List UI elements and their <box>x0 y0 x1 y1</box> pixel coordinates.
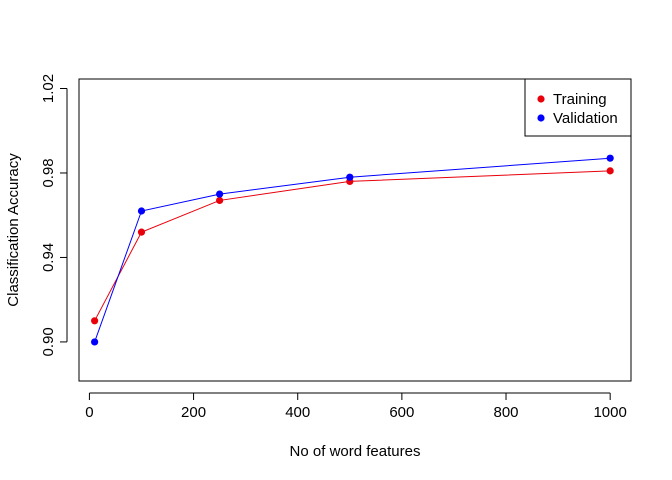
data-point-validation <box>346 173 354 181</box>
y-tick-label: 0.98 <box>40 158 57 187</box>
x-tick-label: 600 <box>389 404 414 421</box>
legend-marker-validation <box>537 114 545 122</box>
plot-frame <box>78 78 632 382</box>
legend-box <box>524 78 632 137</box>
y-tick-label: 0.90 <box>40 327 57 356</box>
series-line-training <box>94 170 611 322</box>
x-tick-label: 400 <box>285 404 310 421</box>
data-point-validation <box>91 338 99 346</box>
x-axis: 0 200 400 600 800 1000 <box>85 392 627 421</box>
data-point-training <box>606 167 614 175</box>
y-tick-label: 1.02 <box>40 74 57 103</box>
y-axis-title: Classification Accuracy <box>5 153 22 307</box>
legend-marker-training <box>537 95 545 103</box>
data-point-training <box>137 228 146 236</box>
data-point-training <box>216 196 224 205</box>
x-tick-label: 0 <box>85 404 93 421</box>
data-point-validation <box>137 207 146 215</box>
series-line-validation <box>94 157 611 343</box>
legend-label-validation: Validation <box>553 110 618 127</box>
x-tick-label: 1000 <box>593 404 626 421</box>
y-axis: 0.90 0.94 0.98 1.02 <box>40 74 68 357</box>
x-axis-title: No of word features <box>290 443 421 460</box>
data-point-validation <box>606 154 614 162</box>
legend-label-training: Training <box>553 91 607 108</box>
series-layer <box>91 154 614 346</box>
data-point-validation <box>216 190 224 198</box>
legend: Training Validation <box>524 78 632 137</box>
data-point-training <box>91 317 99 325</box>
x-tick-label: 800 <box>494 404 519 421</box>
y-tick-label: 0.94 <box>40 243 57 272</box>
x-tick-label: 200 <box>181 404 206 421</box>
